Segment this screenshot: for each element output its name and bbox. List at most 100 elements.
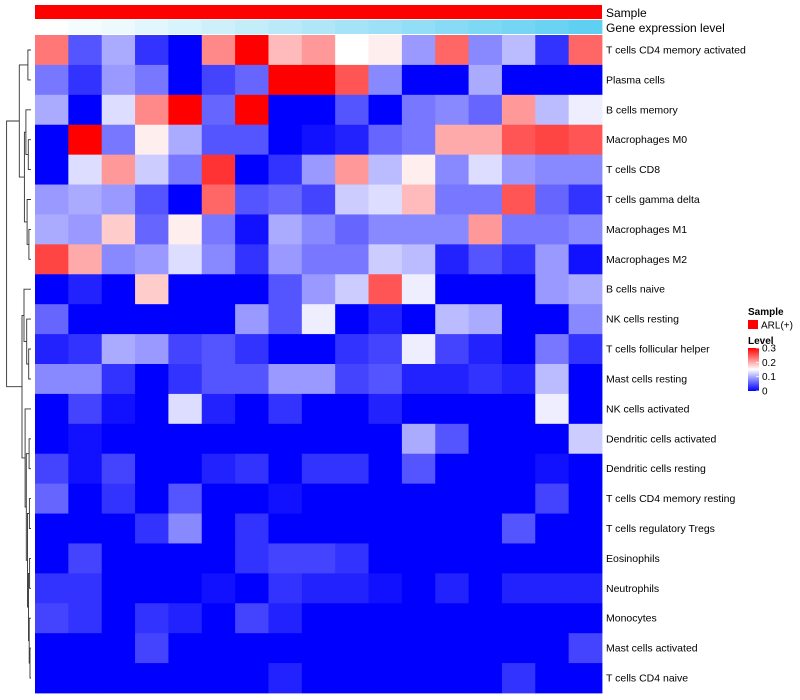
heatmap-cell <box>101 154 136 185</box>
heatmap-cell <box>35 483 69 514</box>
heatmap-cell <box>35 64 69 96</box>
gene-expression-cell <box>301 20 336 34</box>
heatmap-cell <box>401 483 436 514</box>
heatmap-cell <box>335 35 369 66</box>
heatmap-cell <box>168 304 203 335</box>
heatmap-cells <box>35 35 603 694</box>
heatmap-cell <box>568 244 603 275</box>
heatmap-cell <box>101 184 136 215</box>
heatmap-cell <box>68 244 103 275</box>
heatmap-cell <box>568 214 603 245</box>
heatmap-cell <box>201 364 236 395</box>
heatmap-cell <box>168 633 203 664</box>
heatmap-cell <box>235 64 269 96</box>
heatmap-cell <box>101 304 136 335</box>
row-label: NK cells activated <box>606 403 690 415</box>
heatmap-cell <box>268 393 303 425</box>
heatmap-cell <box>468 304 503 335</box>
row-label: Plasma cells <box>606 74 665 86</box>
dendrogram-branch <box>29 557 31 589</box>
heatmap-cell <box>568 663 603 694</box>
heatmap-cell <box>135 94 169 126</box>
heatmap-cell <box>468 184 503 215</box>
heatmap-cell <box>368 244 403 275</box>
heatmap-cell <box>401 274 436 305</box>
heatmap-cell <box>568 184 603 215</box>
heatmap-cell <box>135 274 169 305</box>
row-label: Macrophages M1 <box>606 224 687 236</box>
heatmap-cell <box>68 304 103 335</box>
heatmap-cell <box>435 483 469 514</box>
heatmap-cell <box>535 154 570 185</box>
heatmap-cell <box>401 304 436 335</box>
heatmap-cell <box>268 483 303 514</box>
heatmap-cell <box>35 663 69 694</box>
heatmap-cell <box>535 214 570 245</box>
heatmap-cell <box>168 483 203 514</box>
heatmap-cell <box>368 453 403 485</box>
heatmap-cell <box>201 393 236 425</box>
heatmap-cell <box>401 573 436 604</box>
heatmap-cell <box>468 573 503 604</box>
heatmap-cell <box>401 184 436 215</box>
heatmap-cell <box>68 543 103 574</box>
row-label: T cells CD4 memory resting <box>606 493 735 505</box>
heatmap-cell <box>235 94 269 126</box>
heatmap-cell <box>435 633 469 664</box>
heatmap-cell <box>268 304 303 335</box>
gene-expression-cell <box>535 20 570 34</box>
heatmap-cell <box>501 274 536 305</box>
heatmap-cell <box>368 124 403 156</box>
heatmap-cell <box>135 453 169 485</box>
heatmap-cell <box>535 573 570 604</box>
heatmap-cell <box>135 573 169 604</box>
heatmap-cell <box>368 603 403 634</box>
heatmap-cell <box>401 513 436 544</box>
heatmap-cell <box>335 274 369 305</box>
heatmap-cell <box>35 543 69 574</box>
heatmap-cell <box>335 304 369 335</box>
heatmap-cell <box>201 94 236 126</box>
gene-expression-annotation-label: Gene expression level <box>606 21 725 35</box>
heatmap-cell <box>168 124 203 156</box>
heatmap-cell <box>435 214 469 245</box>
heatmap-cell <box>368 543 403 574</box>
heatmap-cell <box>235 364 269 395</box>
heatmap-cell <box>468 124 503 156</box>
row-label: Dendritic cells resting <box>606 463 706 475</box>
heatmap-cell <box>235 633 269 664</box>
heatmap-cell <box>68 214 103 245</box>
heatmap-cell <box>368 94 403 126</box>
heatmap-cell <box>368 513 403 544</box>
heatmap-cell <box>335 154 369 185</box>
legend-sample-swatch <box>748 320 758 329</box>
heatmap-cell <box>68 453 103 485</box>
heatmap-cell <box>235 513 269 544</box>
heatmap-cell <box>35 154 69 185</box>
heatmap-cell <box>101 393 136 425</box>
heatmap-cell <box>35 423 69 455</box>
heatmap-cell <box>201 633 236 664</box>
heatmap-cell <box>168 663 203 694</box>
heatmap-cell <box>101 94 136 126</box>
heatmap-cell <box>501 453 536 485</box>
heatmap-cell <box>201 513 236 544</box>
heatmap-cell <box>235 453 269 485</box>
heatmap-cell <box>401 663 436 694</box>
heatmap-cell <box>501 94 536 126</box>
row-label: T cells CD4 naive <box>606 673 688 685</box>
heatmap-cell <box>435 35 469 66</box>
row-label: Macrophages M2 <box>606 254 687 266</box>
gene-expression-cell <box>235 20 269 34</box>
row-label: Mast cells activated <box>606 643 698 655</box>
heatmap-cell <box>35 274 69 305</box>
heatmap-cell <box>168 453 203 485</box>
heatmap-cell <box>235 334 269 365</box>
row-label: T cells follicular helper <box>606 344 710 356</box>
heatmap-cell <box>135 393 169 425</box>
heatmap-cell <box>535 184 570 215</box>
heatmap-cell <box>168 184 203 215</box>
heatmap-cell <box>101 35 136 66</box>
heatmap-cell <box>201 663 236 694</box>
